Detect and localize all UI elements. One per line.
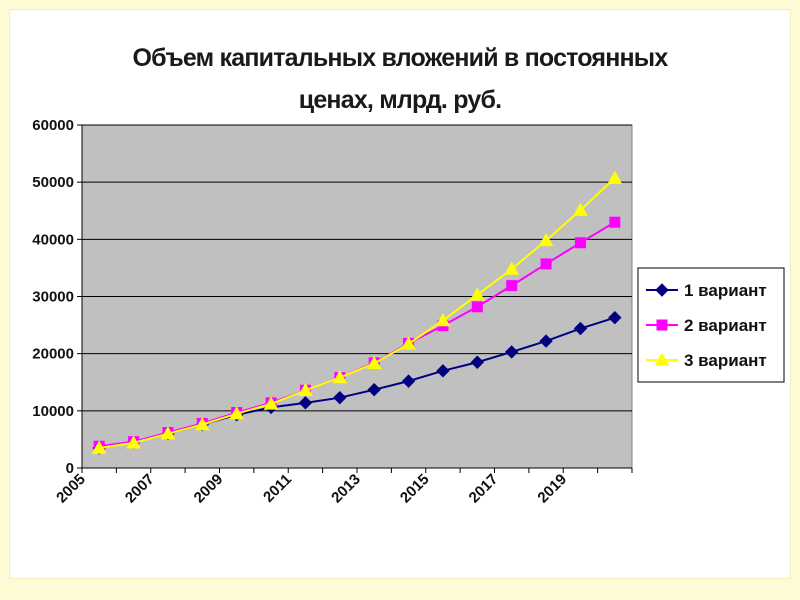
y-tick-label: 0: [66, 460, 74, 477]
data-point-marker: [298, 382, 313, 396]
data-point-marker: [607, 170, 623, 184]
data-point-marker: [91, 440, 107, 454]
data-point-marker: [332, 370, 348, 384]
chart-panel: Объем капитальных вложений в постоянных …: [10, 10, 790, 578]
data-point-marker: [539, 334, 553, 348]
y-tick-label: 30000: [32, 289, 74, 306]
data-point-marker: [574, 237, 586, 249]
legend-item: 1 вариант: [646, 281, 767, 300]
data-point-marker: [194, 417, 210, 431]
data-point-marker: [436, 364, 450, 378]
y-tick-label: 40000: [32, 231, 74, 248]
legend: 1 вариант 2 вариант 3 вариант: [637, 267, 785, 383]
x-tick-label: 2011: [260, 471, 295, 506]
x-tick-label: 2009: [191, 471, 227, 507]
data-point-marker: [401, 336, 416, 350]
x-tick-label: 2015: [397, 471, 433, 507]
series-3: [91, 170, 623, 454]
data-point-marker: [333, 390, 347, 405]
y-tick-label: 10000: [32, 403, 74, 420]
data-point-marker: [573, 202, 588, 216]
chart-title-line-1: Объем капитальных вложений в постоянных: [133, 44, 669, 72]
x-axis: 2005 2007 2009 2011 2013 2015 2017 2019: [53, 467, 633, 507]
data-point-marker: [608, 310, 622, 325]
data-point-marker: [367, 382, 381, 397]
data-point-marker: [401, 374, 416, 388]
data-point-marker: [126, 435, 141, 449]
x-tick-label: 2007: [122, 471, 158, 507]
data-point-marker: [609, 216, 621, 228]
data-point-marker: [263, 396, 279, 410]
data-point-marker: [538, 232, 554, 247]
x-tick-label: 2013: [328, 471, 364, 507]
y-tick-label: 50000: [32, 174, 74, 191]
x-tick-label: 2019: [534, 471, 570, 507]
chart: Объем капитальных вложений в постоянных …: [32, 44, 785, 507]
chart-title: Объем капитальных вложений в постоянных …: [133, 44, 670, 114]
x-tick-label: 2017: [466, 471, 502, 507]
legend-label: 1 вариант: [684, 281, 767, 300]
data-point-marker: [470, 355, 485, 369]
data-point-marker: [160, 426, 176, 440]
gridlines: [82, 124, 632, 412]
y-tick-label: 20000: [32, 346, 74, 363]
series-layer: [91, 170, 623, 455]
legend-item: 2 вариант: [646, 316, 767, 335]
y-axis: 0 10000 20000 30000 40000 50000 60000: [32, 117, 83, 477]
chart-title-line-2: ценах, млрд. руб.: [299, 86, 502, 114]
data-point-marker: [654, 352, 670, 366]
data-point-marker: [506, 280, 518, 292]
legend-label: 3 вариант: [684, 351, 767, 370]
legend-item: 3 вариант: [646, 351, 767, 370]
data-point-marker: [471, 301, 483, 313]
data-point-marker: [435, 312, 451, 327]
y-tick-label: 60000: [32, 117, 74, 134]
data-point-marker: [504, 345, 519, 359]
data-point-marker: [573, 321, 588, 336]
x-tick-label: 2005: [53, 471, 89, 507]
legend-label: 2 вариант: [684, 316, 767, 335]
data-point-marker: [229, 406, 245, 420]
data-point-marker: [655, 283, 669, 297]
data-point-marker: [504, 261, 520, 275]
data-point-marker: [298, 396, 313, 410]
data-point-marker: [540, 258, 552, 270]
series-3-line: [99, 177, 616, 449]
data-point-marker: [366, 355, 382, 370]
data-point-marker: [469, 287, 485, 301]
data-point-marker: [656, 319, 668, 331]
